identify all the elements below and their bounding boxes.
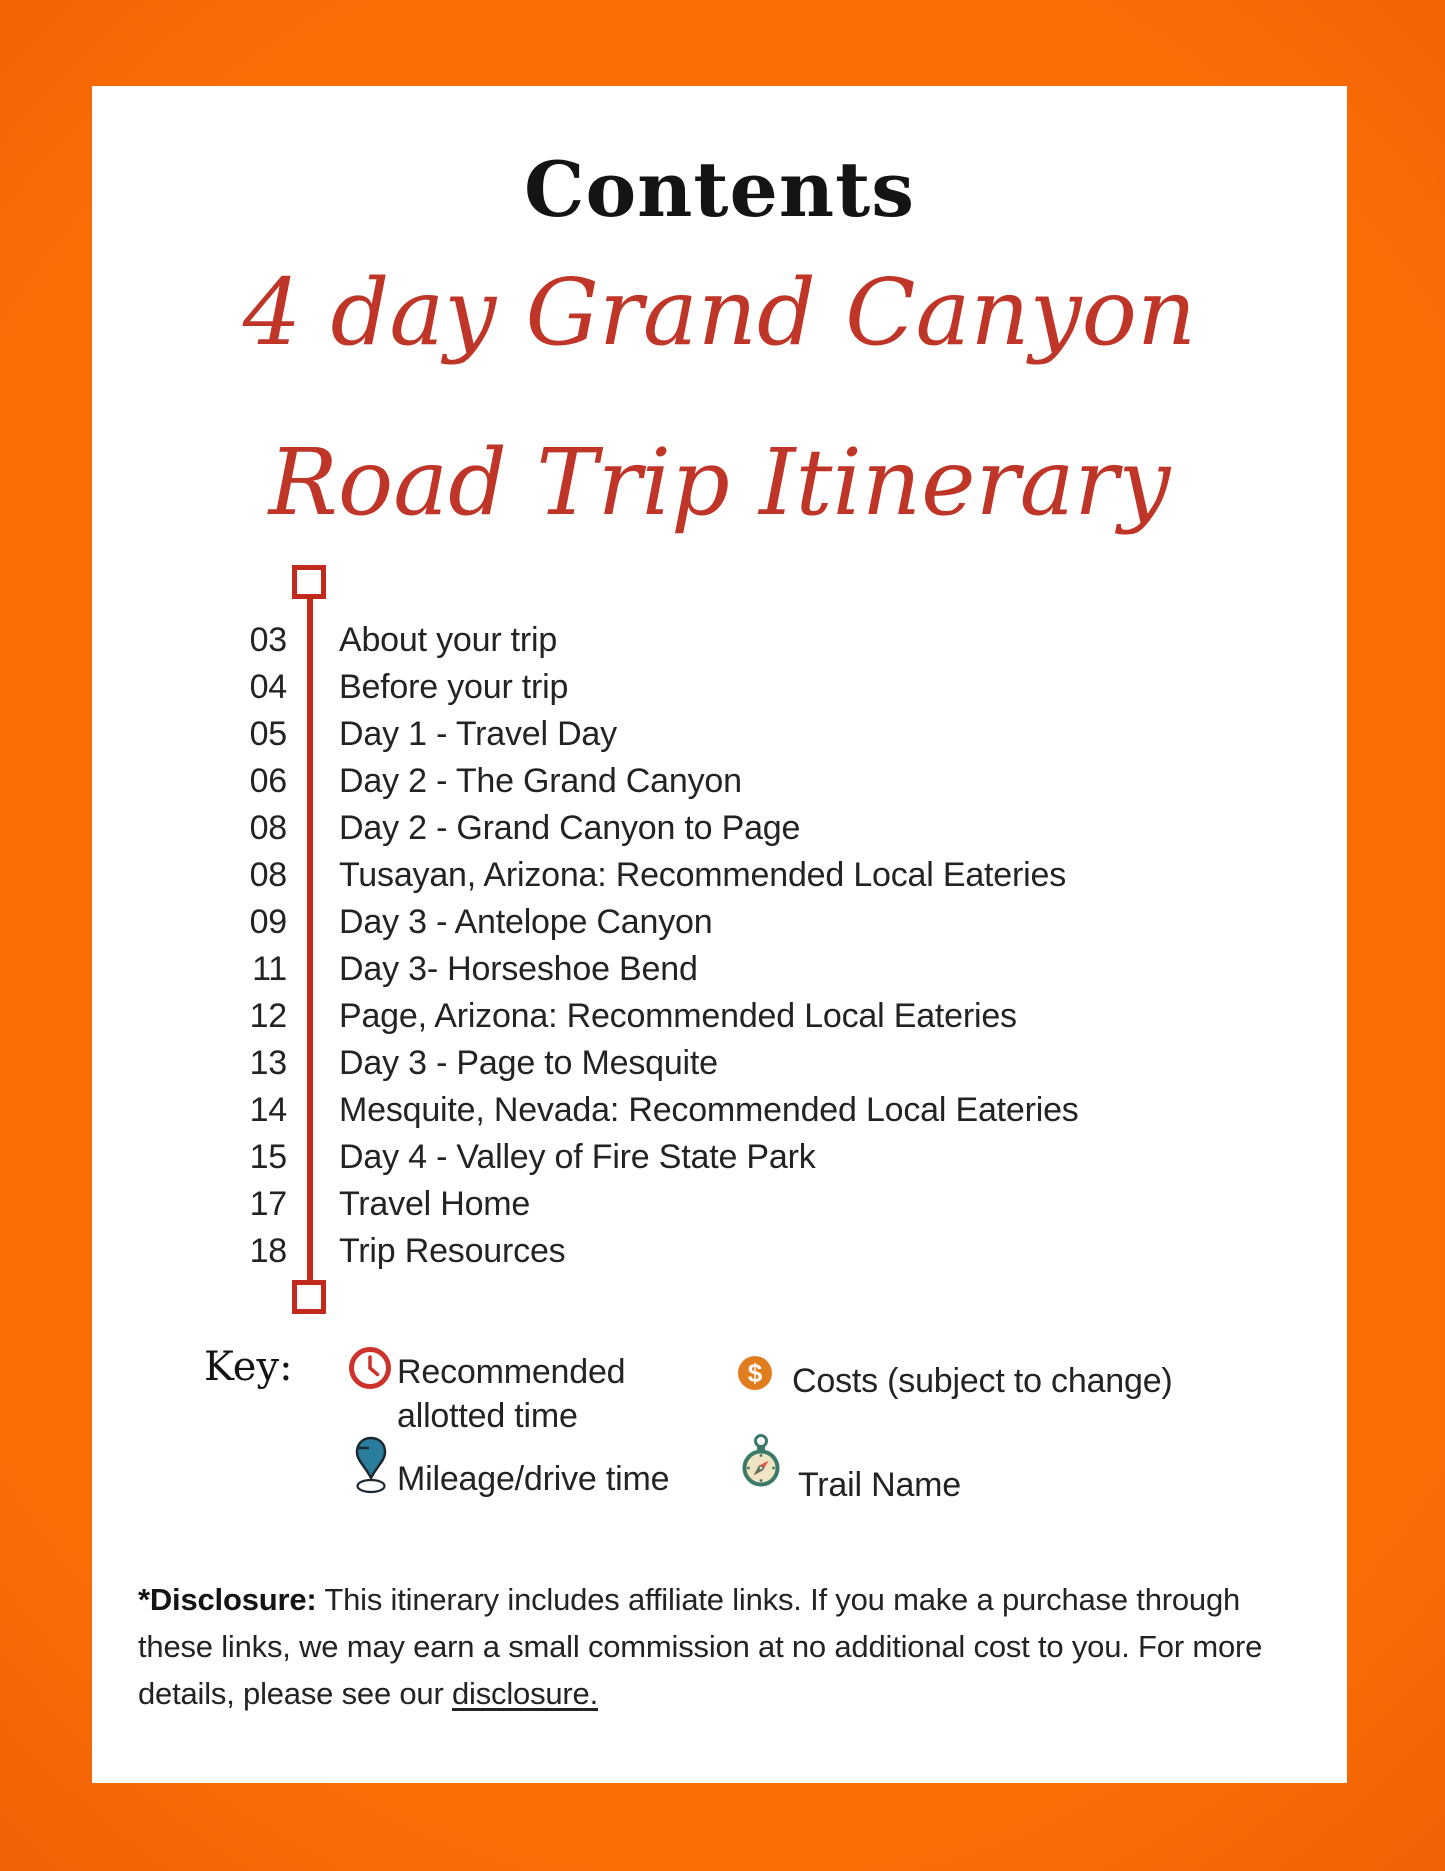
toc-page-number: 18 xyxy=(249,1232,288,1270)
key-label-mileage: Mileage/drive time xyxy=(397,1460,670,1498)
toc-entry: 15 Day 4 - Valley of Fire State Park xyxy=(92,1134,1347,1181)
toc-entry-label: About your trip xyxy=(339,621,558,659)
toc-entry: 18 Trip Resources xyxy=(92,1228,1347,1275)
toc-entry-label: Before your trip xyxy=(339,668,569,706)
toc-entry-label: Day 1 - Travel Day xyxy=(339,715,617,753)
toc-entry: 13 Day 3 - Page to Mesquite xyxy=(92,1040,1347,1087)
timeline-square-bottom xyxy=(292,1280,326,1314)
toc-entry: 05 Day 1 - Travel Day xyxy=(92,711,1347,758)
timeline-square-top xyxy=(292,565,326,599)
clock-icon xyxy=(348,1346,392,1395)
timeline-line xyxy=(307,596,313,1282)
key-label-trail-name: Trail Name xyxy=(798,1466,961,1504)
toc-page-number: 05 xyxy=(249,715,288,753)
toc-page-number: 03 xyxy=(249,621,288,659)
toc-page-number: 09 xyxy=(249,903,288,941)
toc-page-number: 08 xyxy=(249,856,288,894)
toc-entry: 14 Mesquite, Nevada: Recommended Local Ea… xyxy=(92,1087,1347,1134)
toc-entry: 17 Travel Home xyxy=(92,1181,1347,1228)
toc-page-number: 13 xyxy=(249,1044,288,1082)
svg-text:$: $ xyxy=(748,1358,763,1388)
toc-entry-label: Trip Resources xyxy=(339,1232,566,1270)
map-pin-icon xyxy=(354,1436,388,1501)
toc-entry-label: Day 3- Horseshoe Bend xyxy=(339,950,698,988)
toc-entry-label: Travel Home xyxy=(339,1185,531,1223)
toc-entry: 08 Day 2 - Grand Canyon to Page xyxy=(92,805,1347,852)
key-label-allotted-time: Recommended allotted time xyxy=(397,1353,626,1435)
trip-subtitle: 4 day Grand Canyon Road Trip Itinerary xyxy=(92,228,1347,568)
toc-entry-label: Day 3 - Page to Mesquite xyxy=(339,1044,718,1082)
subtitle-line-2: Road Trip Itinerary xyxy=(268,429,1171,536)
key-label-costs: Costs (subject to change) xyxy=(792,1362,1173,1400)
disclosure-prefix: *Disclosure: xyxy=(138,1582,317,1617)
toc-page-number: 06 xyxy=(249,762,288,800)
toc-page-number: 15 xyxy=(249,1138,288,1176)
toc-entry: 04 Before your trip xyxy=(92,664,1347,711)
toc-entry: 11 Day 3- Horseshoe Bend xyxy=(92,946,1347,993)
toc-entry: 03 About your trip xyxy=(92,617,1347,664)
content-page: Contents 4 day Grand Canyon Road Trip It… xyxy=(92,86,1347,1783)
compass-icon xyxy=(742,1432,780,1495)
toc-entry: 08 Tusayan, Arizona: Recommended Local Ea… xyxy=(92,852,1347,899)
toc-entry: 09 Day 3 - Antelope Canyon xyxy=(92,899,1347,946)
toc-entry-label: Day 3 - Antelope Canyon xyxy=(339,903,713,941)
page-title: Contents xyxy=(523,145,916,234)
toc-entry-label: Day 2 - The Grand Canyon xyxy=(339,762,742,800)
toc-page-number: 08 xyxy=(249,809,288,847)
disclosure-text: This itinerary includes affiliate links.… xyxy=(138,1582,1263,1711)
dollar-icon: $ xyxy=(736,1354,774,1397)
toc-entry-label: Tusayan, Arizona: Recommended Local Eate… xyxy=(339,856,1066,894)
disclosure-paragraph: *Disclosure: This itinerary includes aff… xyxy=(138,1576,1298,1717)
toc-entry: 12 Page, Arizona: Recommended Local Eater… xyxy=(92,993,1347,1040)
toc-page-number: 04 xyxy=(249,668,288,706)
toc-page-number: 12 xyxy=(249,997,288,1035)
toc-entry-label: Mesquite, Nevada: Recommended Local Eate… xyxy=(339,1091,1079,1129)
toc-entry-label: Day 2 - Grand Canyon to Page xyxy=(339,809,801,847)
toc-entry-label: Page, Arizona: Recommended Local Eaterie… xyxy=(339,997,1017,1035)
disclosure-link[interactable]: disclosure. xyxy=(452,1676,598,1711)
toc-page-number: 14 xyxy=(249,1091,288,1129)
toc-page-number: 17 xyxy=(249,1185,288,1223)
subtitle-line-1: 4 day Grand Canyon xyxy=(242,259,1197,366)
toc-entry: 06 Day 2 - The Grand Canyon xyxy=(92,758,1347,805)
toc-page-number: 11 xyxy=(252,950,287,988)
toc-entry-label: Day 4 - Valley of Fire State Park xyxy=(339,1138,816,1176)
key-heading: Key: xyxy=(204,1344,293,1390)
toc-list: 03 About your trip 04 Before your trip 05 Day… xyxy=(92,617,1347,1275)
